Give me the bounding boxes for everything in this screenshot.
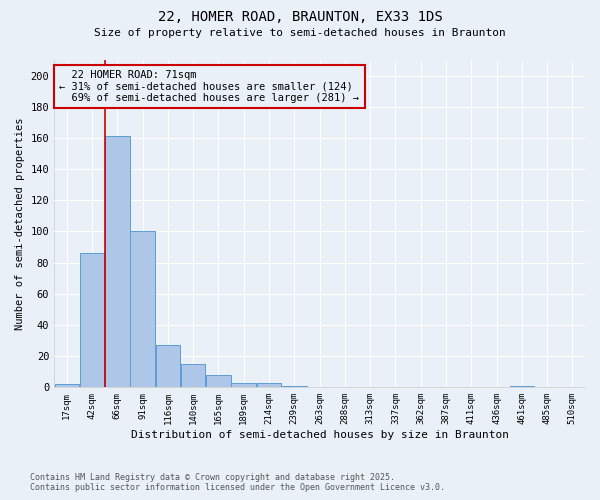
Bar [130, 232, 155, 388]
X-axis label: Distribution of semi-detached houses by size in Braunton: Distribution of semi-detached houses by … [131, 430, 509, 440]
Bar [232, 382, 256, 388]
Y-axis label: Number of semi-detached properties: Number of semi-detached properties [15, 118, 25, 330]
Text: Contains HM Land Registry data © Crown copyright and database right 2025.
Contai: Contains HM Land Registry data © Crown c… [30, 473, 445, 492]
Bar [257, 382, 281, 388]
Bar [282, 386, 307, 388]
Bar [181, 364, 205, 388]
Text: 22, HOMER ROAD, BRAUNTON, EX33 1DS: 22, HOMER ROAD, BRAUNTON, EX33 1DS [158, 10, 442, 24]
Bar [509, 386, 534, 388]
Bar [155, 345, 180, 388]
Bar [55, 384, 79, 388]
Text: Size of property relative to semi-detached houses in Braunton: Size of property relative to semi-detach… [94, 28, 506, 38]
Bar [206, 375, 231, 388]
Bar [105, 136, 130, 388]
Bar [80, 254, 104, 388]
Text: 22 HOMER ROAD: 71sqm
← 31% of semi-detached houses are smaller (124)
  69% of se: 22 HOMER ROAD: 71sqm ← 31% of semi-detac… [59, 70, 359, 103]
